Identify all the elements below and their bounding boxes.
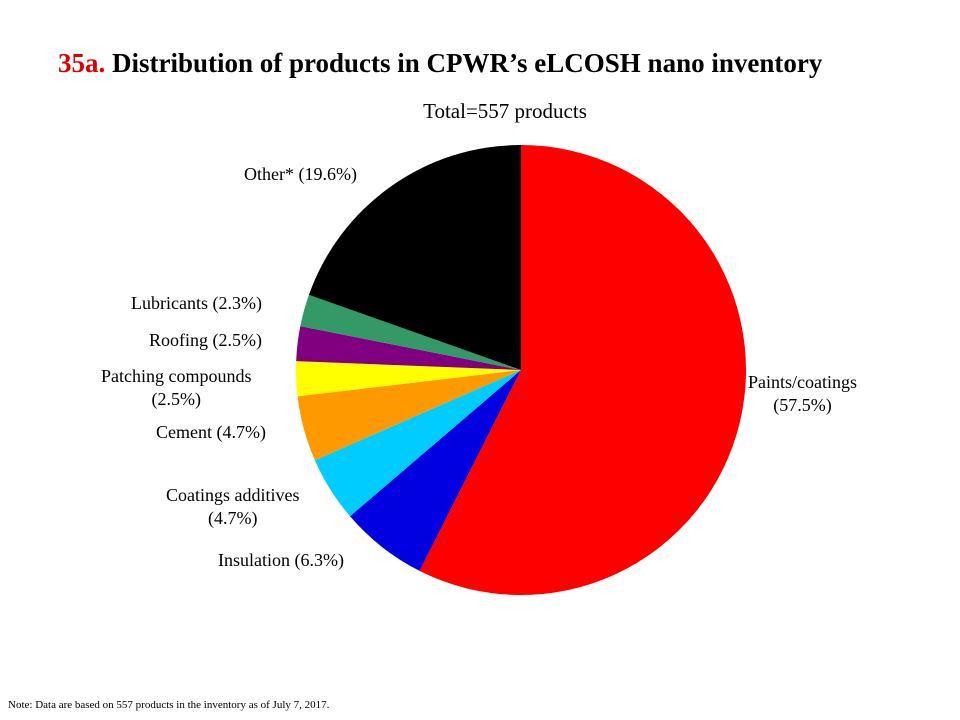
- chart-title-text: Distribution of products in CPWR’s eLCOS…: [112, 48, 823, 78]
- pie-slice-lubricants: [300, 294, 521, 370]
- footnote: Note: Data are based on 557 products in …: [8, 699, 330, 711]
- slice-label-line: Lubricants (2.3%): [131, 293, 262, 313]
- slice-label-cement: Cement (4.7%): [156, 421, 266, 444]
- slice-label-patching-compounds: Patching compounds (2.5%): [101, 365, 252, 411]
- slice-label-line: (4.7%): [208, 508, 258, 528]
- slice-label-line: (57.5%): [773, 395, 832, 415]
- pie-slice-cement: [297, 370, 521, 461]
- pie-slice-insulation: [350, 370, 521, 571]
- pie-slice-coatings-additives: [314, 370, 521, 517]
- slice-label-paints-coatings: Paints/coatings (57.5%): [748, 371, 857, 417]
- slice-label-coatings-additives: Coatings additives (4.7%): [166, 484, 300, 530]
- chart-subtitle: Total=557 products: [423, 99, 587, 123]
- pie-slice-other: [308, 145, 521, 370]
- slice-label-line: Cement (4.7%): [156, 422, 266, 442]
- pie-slice-patching-compounds: [295, 361, 521, 397]
- pie-slice-roofing: [296, 326, 521, 370]
- slice-label-line: Other* (19.6%): [244, 164, 357, 184]
- chart-number: 35a.: [58, 48, 106, 78]
- pie-slice-paints-coatings: [419, 145, 747, 595]
- slice-label-insulation: Insulation (6.3%): [218, 549, 344, 572]
- slice-label-lubricants: Lubricants (2.3%): [131, 292, 262, 315]
- slice-label-line: (2.5%): [151, 389, 201, 409]
- slice-label-line: Coatings additives: [166, 485, 300, 505]
- slice-label-line: Insulation (6.3%): [218, 550, 344, 570]
- slice-label-line: Paints/coatings: [748, 372, 857, 392]
- slice-label-line: Roofing (2.5%): [149, 330, 262, 350]
- slice-label-roofing: Roofing (2.5%): [149, 329, 262, 352]
- chart-title: 35a. Distribution of products in CPWR’s …: [58, 48, 822, 79]
- slice-label-line: Patching compounds: [101, 366, 252, 386]
- slice-label-other: Other* (19.6%): [244, 163, 357, 186]
